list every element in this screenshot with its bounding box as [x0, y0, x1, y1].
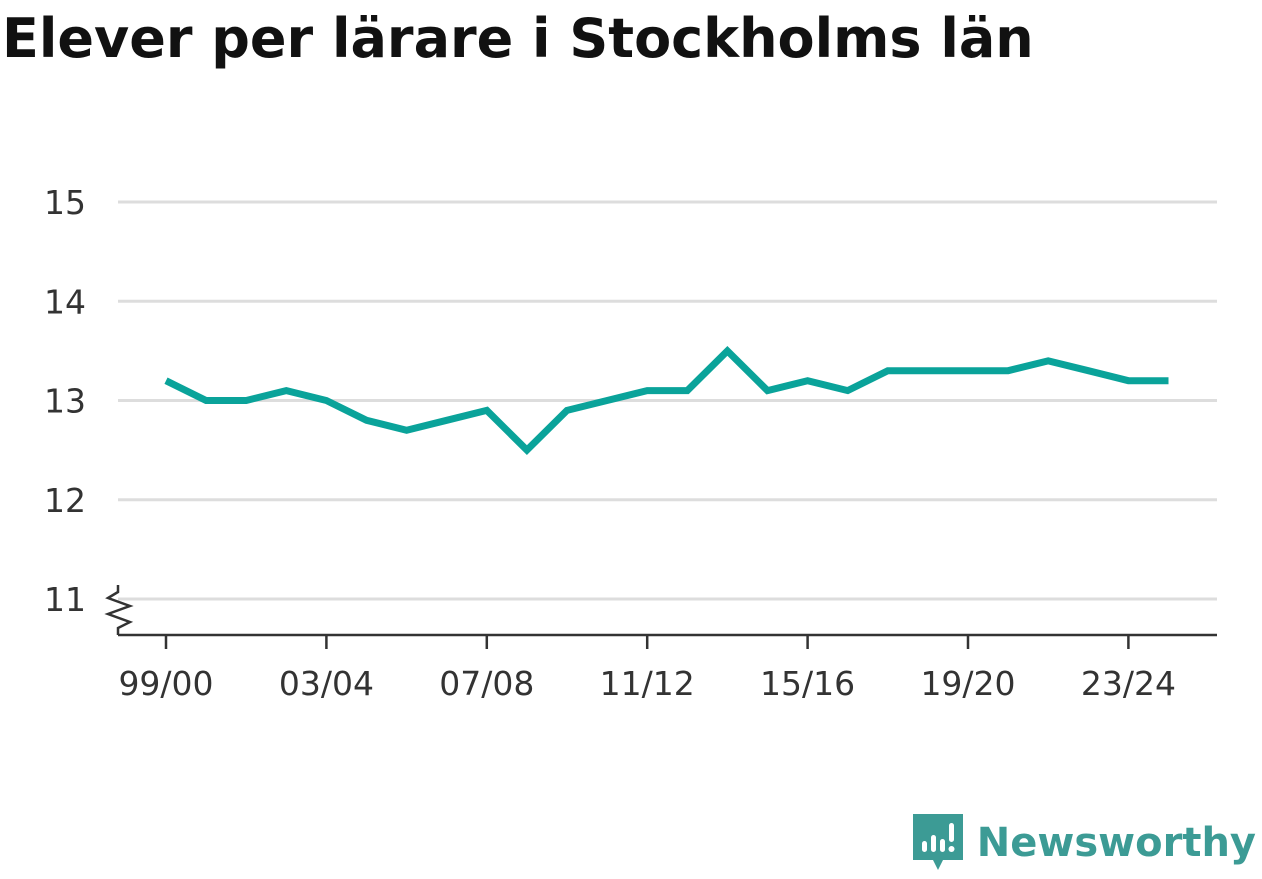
grid-layer: [118, 200, 1217, 601]
x-tick-label: 15/16: [760, 664, 855, 703]
x-tick-label: 11/12: [600, 664, 695, 703]
series-layer: [164, 345, 1169, 456]
y-tick-label: 15: [44, 183, 86, 222]
y-tick-label: 11: [44, 580, 86, 619]
y-tick-label: 12: [44, 481, 86, 520]
y-tick-label: 14: [44, 282, 86, 321]
y-tick-label: 13: [44, 382, 86, 421]
x-tick-label: 19/20: [920, 664, 1015, 703]
newsworthy-logo-icon: [912, 814, 963, 870]
x-tick-label: 07/08: [439, 664, 534, 703]
brand-name: Newsworthy: [976, 820, 1256, 866]
chart-title: Elever per lärare i Stockholms län: [2, 7, 1034, 70]
axis-layer: 11 12 13 14 15 99/00 03/04 07/08 11/12 15/16 19/20…: [44, 183, 1217, 703]
series-line: [164, 345, 1169, 456]
y-axis-break: [104, 585, 134, 635]
x-tick-label: 99/00: [118, 664, 213, 703]
x-tick-label: 23/24: [1081, 664, 1176, 703]
x-tick-label: 03/04: [279, 664, 374, 703]
brand-logo: Newsworthy: [912, 814, 1256, 871]
